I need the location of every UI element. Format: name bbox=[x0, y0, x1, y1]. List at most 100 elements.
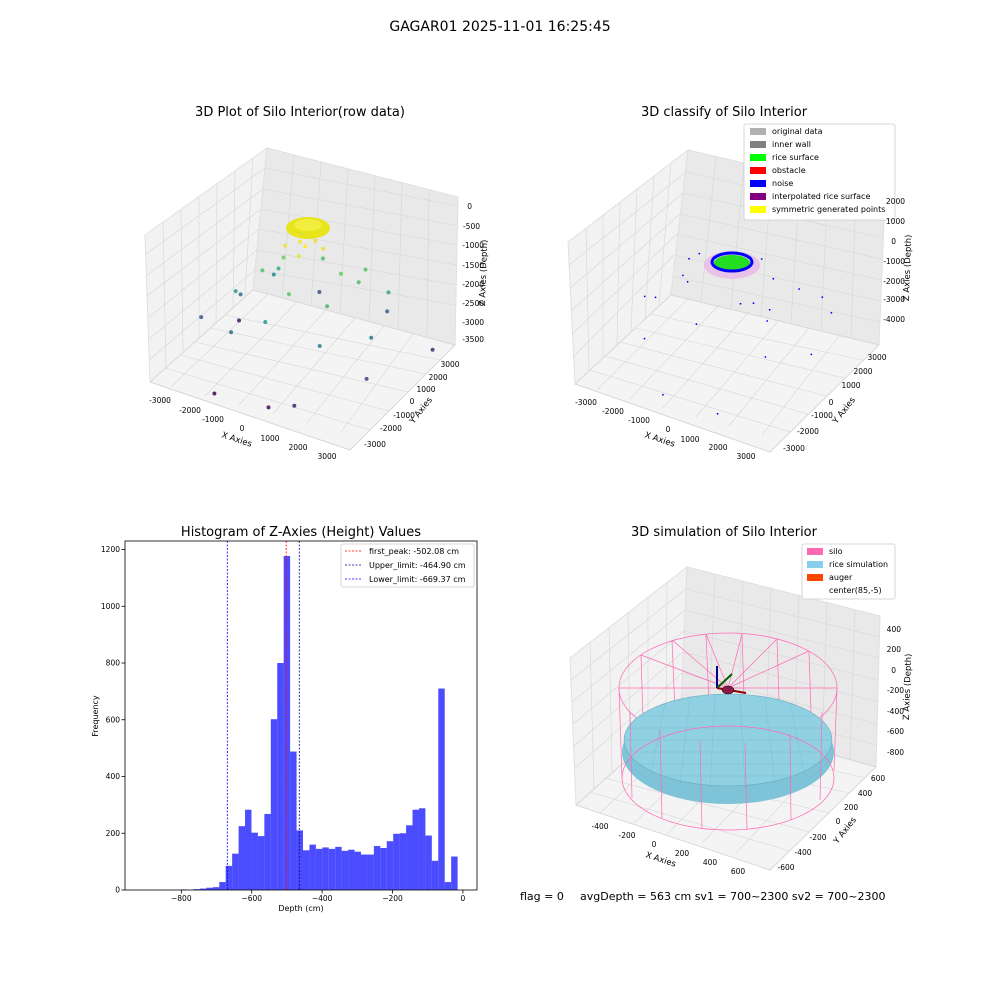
hist-title: Histogram of Z-Axies (Height) Values bbox=[181, 525, 421, 540]
cls-legend-label: interpolated rice surface bbox=[772, 192, 870, 201]
raw-x-tick: 2000 bbox=[288, 443, 307, 452]
sim-x-label: X Axies bbox=[644, 850, 677, 869]
hist-x-tick-label: −800 bbox=[171, 894, 192, 903]
hist-bar bbox=[251, 832, 258, 890]
cls-y-tick: 1000 bbox=[841, 381, 860, 390]
sim-z-tick: -200 bbox=[887, 686, 904, 695]
raw-x-tick: 3000 bbox=[317, 452, 336, 461]
raw-data-point bbox=[364, 376, 369, 381]
sim-silo-strut bbox=[727, 633, 743, 689]
cls-y-tick: 0 bbox=[829, 398, 834, 407]
raw-data-point bbox=[283, 243, 288, 248]
sim-title: 3D simulation of Silo Interior bbox=[631, 525, 818, 540]
cls-noise-point bbox=[716, 412, 719, 415]
cls-noise-point bbox=[688, 257, 690, 260]
hist-bars bbox=[180, 556, 458, 890]
hist-x-label: Depth (cm) bbox=[278, 904, 323, 913]
sim-x-tick: 0 bbox=[652, 840, 657, 849]
raw-data-points bbox=[199, 217, 435, 410]
hist-bar bbox=[412, 809, 419, 890]
raw-x-ticks: -3000 -2000 -1000 0 1000 2000 3000 bbox=[149, 396, 337, 461]
hist-y-tick-label: 800 bbox=[106, 659, 121, 668]
cls-noise-point bbox=[768, 308, 771, 311]
hist-y-tick-label: 1200 bbox=[101, 545, 120, 554]
sim-y-tick: -200 bbox=[809, 833, 826, 842]
cls-rice-ring bbox=[704, 251, 760, 279]
hist-bar bbox=[348, 849, 355, 890]
sim-silo-strut bbox=[833, 687, 838, 771]
raw-data-point bbox=[313, 238, 318, 243]
raw-x-label: X Axies bbox=[220, 430, 253, 449]
sim-auger-body bbox=[721, 685, 735, 695]
sim-legend: silo rice simulation auger center(85,-5) bbox=[801, 543, 896, 600]
cls-noise-point bbox=[764, 356, 767, 358]
raw-data-point bbox=[320, 256, 325, 261]
cls-z-label: Z Axies (Depth) bbox=[902, 234, 914, 301]
cls-y-tick: -1000 bbox=[811, 411, 833, 420]
raw-z-tick: 0 bbox=[467, 202, 472, 211]
cls-y-tick: 3000 bbox=[867, 353, 886, 362]
panel-classify-3d: 3D classify of Silo Interior bbox=[567, 105, 914, 461]
hist-bar bbox=[232, 853, 239, 890]
sim-z-tick: 0 bbox=[891, 666, 896, 675]
cls-z-tick: 2000 bbox=[886, 197, 905, 206]
cls-noise-point bbox=[698, 252, 701, 255]
footer-flag: flag = 0 bbox=[520, 890, 564, 903]
raw-data-point bbox=[298, 239, 302, 244]
hist-bar bbox=[425, 835, 432, 890]
hist-bar bbox=[212, 887, 220, 890]
hist-bar bbox=[303, 850, 310, 890]
raw-z-tick: -3000 bbox=[462, 318, 484, 327]
sim-x-ticks: -400 -200 0 200 400 600 bbox=[591, 822, 745, 876]
hist-legend-label: first_peak: -502.08 cm bbox=[369, 547, 459, 556]
hist-bar bbox=[418, 808, 426, 890]
hist-y-tick-label: 0 bbox=[115, 886, 120, 895]
raw-x-tick: 0 bbox=[240, 424, 245, 433]
cls-x-tick: -2000 bbox=[602, 407, 624, 416]
raw-data-point bbox=[321, 246, 326, 251]
cls-legend-label: noise bbox=[772, 179, 793, 188]
sim-legend-label: silo bbox=[829, 547, 843, 556]
hist-x-tick-label: −400 bbox=[312, 894, 333, 903]
hist-bar bbox=[322, 847, 329, 890]
cls-x-tick: 1000 bbox=[680, 435, 699, 444]
cls-x-tick: 3000 bbox=[736, 452, 755, 461]
sim-z-label: Z Axies (Depth) bbox=[902, 653, 914, 720]
hist-bar bbox=[245, 809, 252, 890]
hist-bar bbox=[444, 882, 452, 890]
hist-bar bbox=[431, 860, 439, 890]
cls-legend-frame bbox=[743, 123, 896, 221]
sim-legend-label: auger bbox=[829, 573, 853, 582]
hist-bar bbox=[315, 848, 323, 890]
cls-legend-swatch bbox=[750, 128, 766, 135]
hist-y-tick-label: 600 bbox=[106, 715, 121, 724]
hist-bar bbox=[199, 888, 207, 890]
raw-data-point bbox=[266, 405, 271, 410]
sim-z-ticks: 400 200 0 -200 -400 -600 -800 bbox=[887, 625, 905, 757]
raw-z-tick: -1000 bbox=[462, 241, 484, 250]
hist-bar bbox=[219, 882, 226, 890]
raw-data-point bbox=[237, 318, 241, 323]
raw-z-tick: -2000 bbox=[462, 280, 484, 289]
cls-legend-swatch bbox=[750, 167, 766, 174]
cls-noise-point bbox=[662, 393, 664, 396]
panel-raw-3d: 3D Plot of Silo Interior(row data) bbox=[144, 105, 490, 461]
hist-bar bbox=[438, 688, 445, 890]
hist-legend: first_peak: -502.08 cm Upper_limit: -464… bbox=[340, 543, 475, 588]
sim-legend-swatch bbox=[807, 561, 823, 568]
cls-noise-point bbox=[643, 337, 646, 340]
cls-noise-point bbox=[752, 302, 755, 305]
sim-silo-strut bbox=[629, 711, 633, 799]
cls-noise-point bbox=[798, 288, 800, 290]
cls-legend-label: original data bbox=[772, 127, 823, 136]
panel-raw-title: 3D Plot of Silo Interior(row data) bbox=[195, 105, 405, 120]
panel-histogram: Histogram of Z-Axies (Height) Values −80… bbox=[91, 525, 478, 913]
sim-legend-label: center(85,-5) bbox=[829, 586, 882, 595]
cls-noise-point bbox=[643, 295, 646, 298]
hist-frame bbox=[124, 540, 478, 891]
sim-silo-strut bbox=[659, 729, 663, 819]
raw-data-point bbox=[229, 330, 234, 335]
cls-z-tick: -1000 bbox=[883, 257, 905, 266]
sim-legend-frame bbox=[801, 543, 896, 600]
hist-bar bbox=[290, 751, 297, 890]
